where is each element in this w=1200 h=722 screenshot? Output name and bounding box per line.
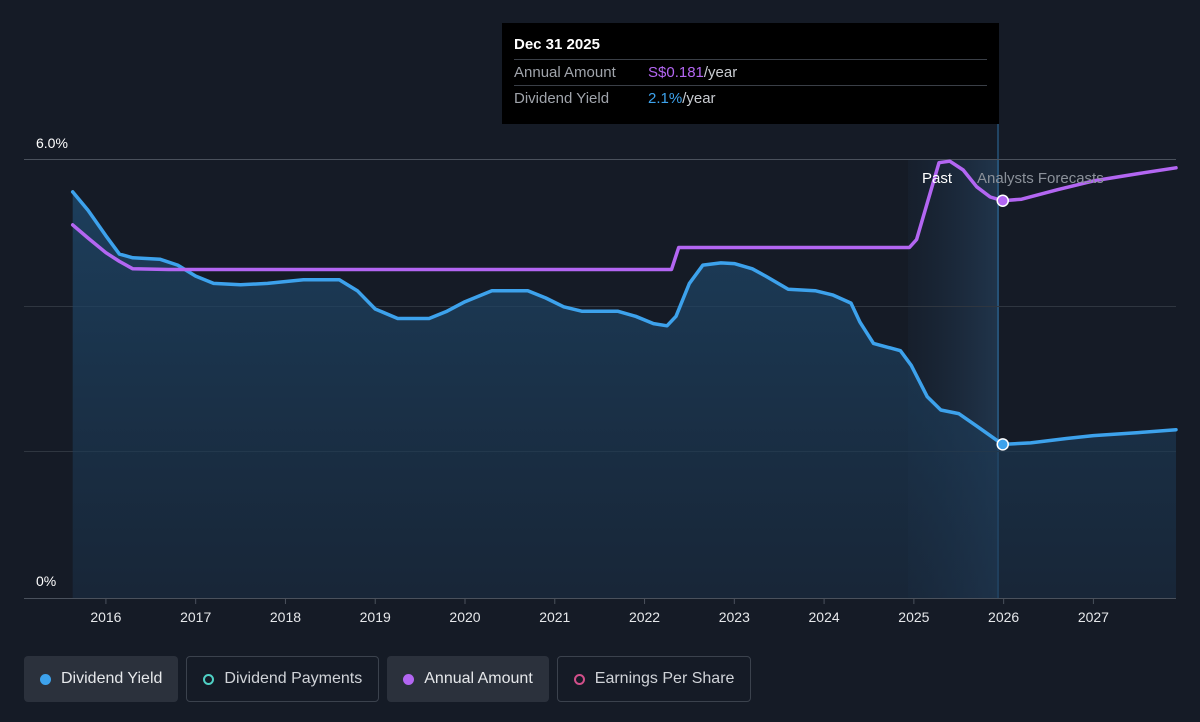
tooltip-unit: /year [703,64,738,81]
annual-amount-line [70,159,1178,272]
tooltip-row-dividend-yield: Dividend Yield 2.1% /year [514,85,987,111]
tooltip-label: Dividend Yield [514,90,610,107]
tooltip-value: S$0.181 [648,64,704,81]
tooltip-label: Annual Amount [514,64,616,81]
legend-label: Annual Amount [424,670,533,687]
legend-earnings-per-share[interactable]: Earnings Per Share [556,656,752,702]
forecast-label: Analysts Forecasts [977,170,1104,187]
dividend-yield-dot-icon [40,673,51,685]
legend: Dividend Yield Dividend Payments Annual … [24,656,752,702]
x-tick-label: 2027 [1078,609,1109,625]
legend-label: Earnings Per Share [594,670,735,687]
legend-dividend-yield[interactable]: Dividend Yield [24,656,179,702]
x-tick-label: 2025 [898,609,929,625]
x-axis-ticks: 2016 2017 2018 2019 2020 2021 2022 2023 2024 2025… [90,598,1109,625]
annual-amount-marker[interactable] [996,194,1009,207]
x-tick-label: 2023 [719,609,750,625]
x-tick-label: 2017 [180,609,211,625]
legend-label: Dividend Yield [61,670,163,687]
past-label: Past [922,170,953,187]
legend-label: Dividend Payments [224,670,363,687]
tooltip-date: Dec 31 2025 [514,36,600,53]
tooltip-value: 2.1% [648,90,683,107]
tooltip-row-annual-amount: Annual Amount S$0.181 /year [514,59,987,85]
x-tick-label: 2026 [988,609,1019,625]
y-tick-label-top: 6.0% [36,135,68,151]
x-tick-label: 2020 [449,609,480,625]
dividend-yield-line [70,190,1178,447]
x-tick-label: 2019 [360,609,391,625]
earnings-per-share-ring-icon [573,673,585,685]
x-tick-label: 2018 [270,609,301,625]
legend-annual-amount[interactable]: Annual Amount [387,656,549,702]
dividend-payments-ring-icon [203,673,215,685]
x-tick-label: 2022 [629,609,660,625]
x-tick-label: 2021 [539,609,570,625]
x-tick-label: 2016 [90,609,121,625]
dividend-yield-marker[interactable] [996,438,1009,451]
tooltip: Dec 31 2025 Annual Amount S$0.181 /year … [502,23,999,124]
dividend-yield-area [72,191,1177,598]
tooltip-unit: /year [682,90,716,107]
legend-dividend-payments[interactable]: Dividend Payments [186,656,380,702]
annual-amount-dot-icon [403,673,415,685]
x-tick-label: 2024 [809,609,840,625]
y-tick-label-bottom: 0% [36,573,56,589]
